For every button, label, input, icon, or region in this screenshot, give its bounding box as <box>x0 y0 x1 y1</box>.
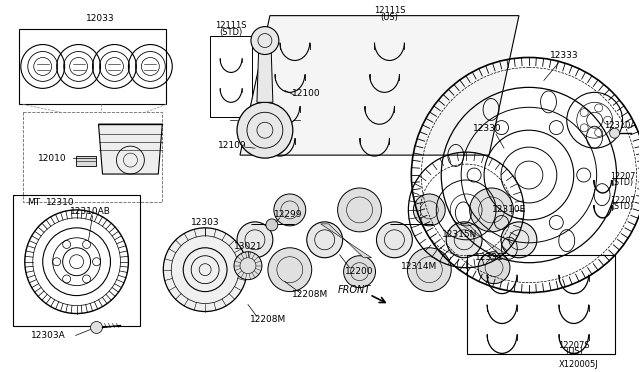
Text: 12310AB: 12310AB <box>70 208 111 217</box>
Text: 12333: 12333 <box>550 51 578 60</box>
Text: (STD): (STD) <box>611 202 634 211</box>
Bar <box>23 112 163 202</box>
Circle shape <box>237 102 292 158</box>
Circle shape <box>234 252 262 280</box>
Circle shape <box>408 248 451 292</box>
Text: 12200: 12200 <box>346 267 374 276</box>
Polygon shape <box>257 41 273 102</box>
Polygon shape <box>460 224 506 254</box>
Text: 12109: 12109 <box>218 141 246 150</box>
Text: 12330: 12330 <box>473 124 501 133</box>
Text: (STD): (STD) <box>220 28 243 37</box>
Text: 12100: 12100 <box>292 89 321 98</box>
Text: (STD): (STD) <box>611 177 634 186</box>
Circle shape <box>307 222 342 258</box>
Text: 12299: 12299 <box>273 211 302 219</box>
Bar <box>210 36 252 117</box>
Bar <box>19 29 166 104</box>
Text: 12033: 12033 <box>86 14 115 23</box>
Polygon shape <box>321 224 371 258</box>
Text: 12208M: 12208M <box>250 315 286 324</box>
Bar <box>13 195 140 327</box>
Circle shape <box>90 321 102 333</box>
Text: MT: MT <box>27 198 40 208</box>
Text: 12310: 12310 <box>46 198 75 208</box>
Text: (US): (US) <box>381 13 398 22</box>
Circle shape <box>470 188 513 232</box>
Polygon shape <box>76 156 95 166</box>
Text: 12315N: 12315N <box>442 230 477 239</box>
Text: 12207: 12207 <box>610 196 636 205</box>
Circle shape <box>251 26 279 54</box>
Circle shape <box>237 222 273 258</box>
Text: 12010: 12010 <box>38 154 67 163</box>
Circle shape <box>501 222 537 258</box>
Bar <box>467 255 614 355</box>
Text: 12207S: 12207S <box>558 341 589 350</box>
Circle shape <box>338 188 381 232</box>
Text: 12207: 12207 <box>610 171 636 180</box>
Text: 12310E: 12310E <box>492 205 526 214</box>
Circle shape <box>268 248 312 292</box>
Circle shape <box>163 228 247 311</box>
Text: 12111S: 12111S <box>215 21 247 30</box>
Text: 12111S: 12111S <box>374 6 405 15</box>
Text: 12314M: 12314M <box>401 262 438 271</box>
Text: FRONT: FRONT <box>338 285 371 295</box>
Circle shape <box>446 222 482 258</box>
Circle shape <box>610 128 620 138</box>
Circle shape <box>478 252 510 283</box>
Text: (US): (US) <box>565 347 582 356</box>
Circle shape <box>344 256 376 288</box>
Circle shape <box>266 219 278 231</box>
Polygon shape <box>99 124 163 174</box>
Text: 12303A: 12303A <box>31 331 66 340</box>
Text: 12310A: 12310A <box>605 121 637 130</box>
Text: 12331: 12331 <box>475 253 504 262</box>
Text: X120005J: X120005J <box>559 360 598 369</box>
Text: 12303: 12303 <box>191 218 220 227</box>
Circle shape <box>376 222 412 258</box>
Polygon shape <box>240 16 519 155</box>
Text: 12208M: 12208M <box>292 290 328 299</box>
Circle shape <box>274 194 306 226</box>
Circle shape <box>413 194 445 226</box>
Text: 13021: 13021 <box>234 242 262 251</box>
